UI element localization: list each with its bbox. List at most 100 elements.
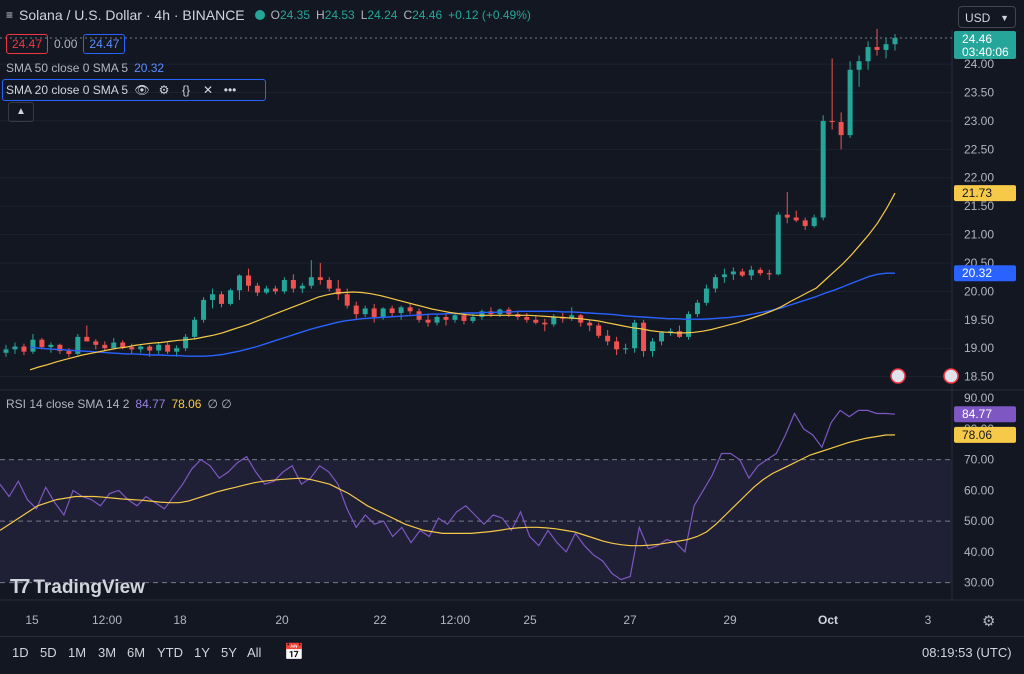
sell-price-button[interactable]: 24.47 xyxy=(6,34,49,54)
ohlc-change: +0.12 (+0.49%) xyxy=(448,8,531,22)
time-tick-label: 27 xyxy=(623,613,637,627)
candle-body xyxy=(102,344,108,349)
close-icon[interactable]: ✕ xyxy=(203,83,214,97)
candle-body xyxy=(793,217,799,221)
range-button-1y[interactable]: 1Y xyxy=(194,645,210,660)
price-tick-label: 20.00 xyxy=(964,284,994,298)
range-button-1m[interactable]: 1M xyxy=(68,645,87,660)
rsi-tick-label: 60.00 xyxy=(964,483,994,497)
candle-body xyxy=(650,341,656,352)
candle-body xyxy=(721,274,727,278)
economic-event-flag-icon[interactable] xyxy=(943,368,959,384)
symbol-title[interactable]: Solana / U.S. Dollar · 4h · BINANCE xyxy=(19,7,245,23)
time-tick-label: 29 xyxy=(723,613,737,627)
candle-body xyxy=(245,275,251,286)
time-tick-label: 15 xyxy=(25,613,39,627)
candle-body xyxy=(712,277,718,289)
candle-body xyxy=(461,315,467,321)
sma50-value: 20.32 xyxy=(134,61,165,75)
eye-icon[interactable]: 👁 xyxy=(134,83,150,97)
range-button-ytd[interactable]: YTD xyxy=(157,645,183,660)
price-tick-label: 19.00 xyxy=(964,341,994,355)
range-button-1d[interactable]: 1D xyxy=(12,645,29,660)
rsi-tick-label: 40.00 xyxy=(964,545,994,559)
rsi-tick-label: 50.00 xyxy=(964,514,994,528)
candle-body xyxy=(57,344,63,352)
braces-icon[interactable]: {} xyxy=(182,83,191,97)
settings-gear-icon[interactable]: ⚙ xyxy=(982,613,996,630)
more-icon[interactable]: ••• xyxy=(223,83,237,97)
time-tick-label: 20 xyxy=(275,613,289,627)
candle-body xyxy=(479,311,485,317)
range-button-3m[interactable]: 3M xyxy=(98,645,117,660)
sma20-tag xyxy=(954,185,1016,202)
candle-body xyxy=(632,322,638,349)
rsi-label: RSI 14 close SMA 14 2 xyxy=(6,397,130,411)
candle-body xyxy=(174,348,180,352)
candle-body xyxy=(353,305,359,315)
candle-body xyxy=(668,331,674,333)
rsi-legend[interactable]: RSI 14 close SMA 14 2 84.77 78.06 ∅ ∅ xyxy=(6,397,232,411)
rsi-line xyxy=(0,409,896,581)
candle-body xyxy=(802,220,808,227)
range-button-5y[interactable]: 5Y xyxy=(221,645,237,660)
candle-body xyxy=(156,344,162,351)
candle-body xyxy=(587,322,593,326)
candle-body xyxy=(183,336,189,349)
bottom-toolbar xyxy=(0,636,1024,674)
rsi-sma-value: 78.06 xyxy=(171,397,202,411)
price-tick-label: 22.00 xyxy=(964,171,994,185)
economic-event-flag-icon[interactable] xyxy=(890,368,906,384)
candle-body xyxy=(407,307,413,312)
currency-button[interactable]: USD ▼ xyxy=(958,6,1016,28)
menu-icon[interactable]: ≡ xyxy=(6,8,14,22)
time-tick-label: 25 xyxy=(523,613,537,627)
order-ticket: 24.47 0.00 24.47 xyxy=(6,34,126,54)
candle-body xyxy=(120,342,126,348)
candle-body xyxy=(129,347,135,350)
candle-body xyxy=(883,44,889,50)
candle-body xyxy=(263,288,269,293)
sma50-line xyxy=(29,272,895,357)
price-tick-label: 18.50 xyxy=(964,370,994,384)
spread-value: 0.00 xyxy=(54,37,78,51)
candle-body xyxy=(75,336,81,354)
ohlc-close: C24.46 xyxy=(403,8,443,22)
range-button-6m[interactable]: 6M xyxy=(127,645,146,660)
sma50-tag xyxy=(954,265,1016,282)
candle-body xyxy=(84,336,90,342)
candle-body xyxy=(569,315,575,319)
chevron-up-icon: ▲ xyxy=(16,106,26,117)
candle-body xyxy=(739,271,745,276)
candle-body xyxy=(434,316,440,323)
rsi-sma-tag xyxy=(954,426,1016,443)
price-tick-label: 21.50 xyxy=(964,199,994,213)
time-tick-label: 22 xyxy=(373,613,387,627)
buy-price-button[interactable]: 24.47 xyxy=(83,34,126,54)
collapse-legend-button[interactable]: ▲ xyxy=(8,102,34,122)
candle-body xyxy=(856,61,862,70)
candle-body xyxy=(605,335,611,342)
tradingview-logo-icon: T7 xyxy=(10,576,30,598)
range-button-5d[interactable]: 5D xyxy=(40,645,57,660)
range-button-all[interactable]: All xyxy=(247,645,262,660)
candle-body xyxy=(254,285,260,293)
gear-icon[interactable]: ⚙ xyxy=(158,83,170,97)
goto-date-icon[interactable]: 📅 xyxy=(284,644,304,661)
sma50-legend[interactable]: SMA 50 close 0 SMA 5 20.32 xyxy=(6,61,164,75)
price-tick-label: 21.00 xyxy=(964,228,994,242)
candle-body xyxy=(641,322,647,352)
candle-body xyxy=(730,271,736,275)
last-price-tag-text: 03:40:06 xyxy=(962,45,1009,59)
candle-body xyxy=(290,280,296,289)
candle-body xyxy=(614,341,620,350)
time-tick-label: 12:00 xyxy=(92,613,122,627)
utc-clock[interactable]: 08:19:53 (UTC) xyxy=(922,645,1012,660)
candle-body xyxy=(820,120,826,218)
sma20-legend[interactable] xyxy=(2,79,266,101)
candle-body xyxy=(335,288,341,295)
price-chart[interactable]: 24.0023.5023.0022.5022.0021.5021.0020.50… xyxy=(0,0,1024,636)
price-tick-label: 23.00 xyxy=(964,114,994,128)
candle-body xyxy=(227,290,233,304)
tradingview-logo-text: TradingView xyxy=(33,576,145,598)
